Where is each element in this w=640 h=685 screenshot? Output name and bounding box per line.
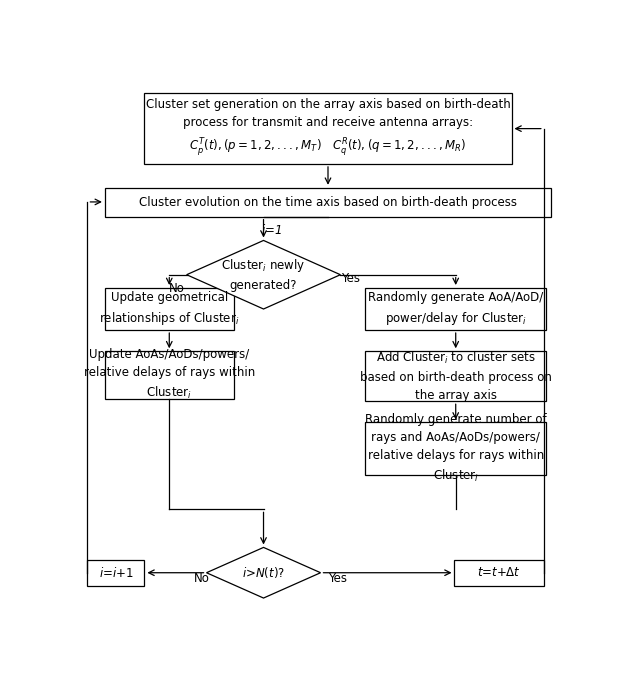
Text: Cluster evolution on the time axis based on birth-death process: Cluster evolution on the time axis based… (139, 196, 517, 209)
Text: Yes: Yes (341, 272, 360, 285)
Polygon shape (187, 240, 340, 309)
FancyBboxPatch shape (145, 92, 511, 164)
FancyBboxPatch shape (88, 560, 145, 586)
Text: Add Cluster$_i$ to cluster sets
based on birth-death process on
the array axis: Add Cluster$_i$ to cluster sets based on… (360, 350, 552, 402)
Text: $i$>$N$($t$)?: $i$>$N$($t$)? (242, 565, 285, 580)
Text: Cluster$_i$ newly
generated?: Cluster$_i$ newly generated? (221, 258, 306, 292)
FancyBboxPatch shape (105, 188, 551, 216)
FancyBboxPatch shape (365, 288, 547, 330)
Text: Cluster set generation on the array axis based on birth-death
process for transm: Cluster set generation on the array axis… (146, 99, 510, 158)
FancyBboxPatch shape (365, 423, 547, 475)
Text: $t$=$t$+$\Delta t$: $t$=$t$+$\Delta t$ (477, 566, 521, 580)
Text: $i$=$i$+1: $i$=$i$+1 (99, 566, 133, 580)
FancyBboxPatch shape (105, 288, 234, 330)
Text: No: No (193, 571, 209, 584)
Text: Update AoAs/AoDs/powers/
relative delays of rays within
Cluster$_i$: Update AoAs/AoDs/powers/ relative delays… (84, 349, 255, 401)
Polygon shape (207, 547, 321, 598)
Text: $i$=1: $i$=1 (260, 223, 282, 237)
Text: Update geometrical
relationships of Cluster$_i$: Update geometrical relationships of Clus… (99, 291, 239, 327)
Text: Randomly generate AoA/AoD/
power/delay for Cluster$_i$: Randomly generate AoA/AoD/ power/delay f… (368, 291, 543, 327)
Text: No: No (169, 282, 185, 295)
Text: Randomly generate number of
rays and AoAs/AoDs/powers/
relative delays for rays : Randomly generate number of rays and AoA… (365, 413, 547, 484)
FancyBboxPatch shape (365, 351, 547, 401)
FancyBboxPatch shape (454, 560, 544, 586)
Text: Yes: Yes (328, 571, 348, 584)
FancyBboxPatch shape (105, 351, 234, 399)
